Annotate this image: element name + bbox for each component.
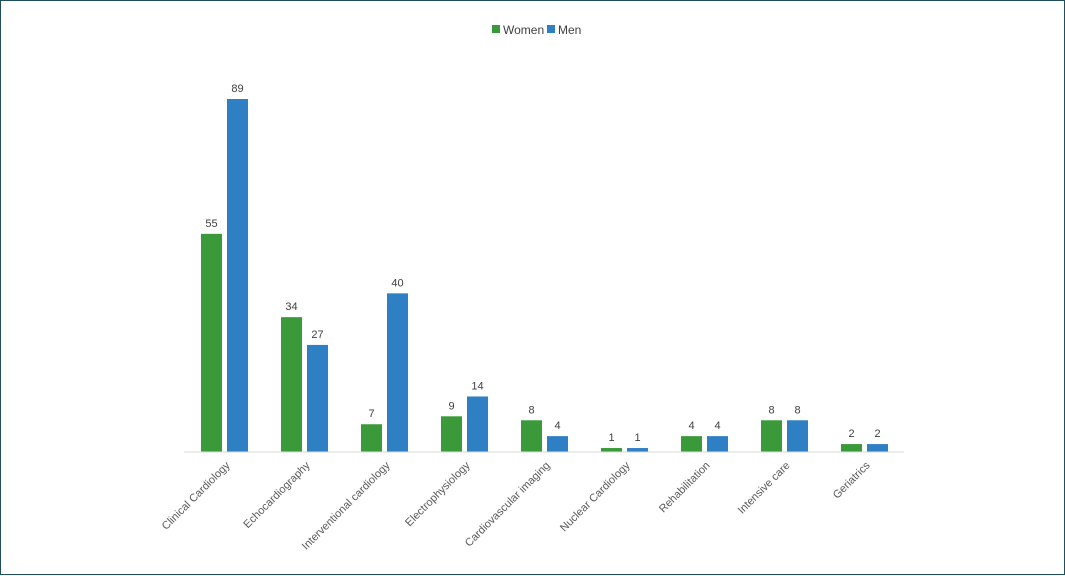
bar-men-clinical-cardiology (227, 99, 248, 452)
category-label-rehabilitation: Rehabilitation (657, 460, 713, 516)
category-label-interventional-cardiology: Interventional cardiology (300, 459, 393, 552)
category-label-echocardiography: Echocardiography (241, 459, 313, 531)
category-label-cardiovascular-imaging: Cardiovascular imaging (463, 460, 553, 550)
value-label-men-rehabilitation: 4 (714, 420, 720, 432)
bar-women-electrophysiology (441, 416, 462, 452)
value-label-women-rehabilitation: 4 (688, 420, 694, 432)
bars-group (201, 99, 888, 452)
legend-label-women: Women (503, 23, 544, 37)
value-label-men-interventional-cardiology: 40 (391, 277, 403, 289)
bar-men-electrophysiology (467, 396, 488, 452)
bar-men-echocardiography (307, 344, 328, 452)
value-label-women-cardiovascular-imaging: 8 (528, 404, 534, 416)
category-label-clinical-cardiology: Clinical Cardiology (160, 459, 233, 532)
value-label-men-clinical-cardiology: 89 (231, 83, 243, 95)
legend-swatch-men (547, 25, 555, 33)
value-label-women-echocardiography: 34 (285, 301, 297, 313)
value-label-men-geriatrics: 2 (874, 428, 880, 440)
bar-men-nuclear-cardiology (627, 448, 648, 452)
value-label-women-clinical-cardiology: 55 (205, 218, 217, 230)
value-label-men-intensive-care: 8 (794, 404, 800, 416)
value-label-women-intensive-care: 8 (768, 404, 774, 416)
bar-women-rehabilitation (681, 436, 702, 452)
bar-men-intensive-care (787, 420, 808, 452)
bar-men-interventional-cardiology (387, 293, 408, 452)
bar-women-clinical-cardiology (201, 233, 222, 452)
bar-men-cardiovascular-imaging (547, 436, 568, 452)
bar-men-rehabilitation (707, 436, 728, 452)
bar-men-geriatrics (867, 444, 888, 452)
category-label-nuclear-cardiology: Nuclear Cardiology (558, 459, 633, 534)
legend: Women Men (492, 23, 581, 37)
value-label-women-geriatrics: 2 (848, 428, 854, 440)
bar-women-intensive-care (761, 420, 782, 452)
bar-women-echocardiography (281, 317, 302, 452)
bar-women-nuclear-cardiology (601, 448, 622, 452)
bar-women-geriatrics (841, 444, 862, 452)
value-label-women-nuclear-cardiology: 1 (608, 432, 614, 444)
value-label-men-cardiovascular-imaging: 4 (554, 420, 560, 432)
value-label-men-echocardiography: 27 (311, 329, 323, 341)
bar-women-interventional-cardiology (361, 424, 382, 452)
legend-label-men: Men (558, 23, 581, 37)
value-label-men-nuclear-cardiology: 1 (634, 432, 640, 444)
category-label-geriatrics: Geriatrics (831, 459, 873, 501)
bar-women-cardiovascular-imaging (521, 420, 542, 452)
value-label-men-electrophysiology: 14 (471, 380, 483, 392)
value-label-women-electrophysiology: 9 (448, 400, 454, 412)
category-label-intensive-care: Intensive care (736, 460, 793, 517)
legend-swatch-women (492, 25, 500, 33)
value-label-women-interventional-cardiology: 7 (368, 408, 374, 420)
category-labels-group: Clinical Cardiology EchocardiographyInter… (160, 459, 873, 552)
category-label-electrophysiology: Electrophysiology (403, 459, 473, 529)
